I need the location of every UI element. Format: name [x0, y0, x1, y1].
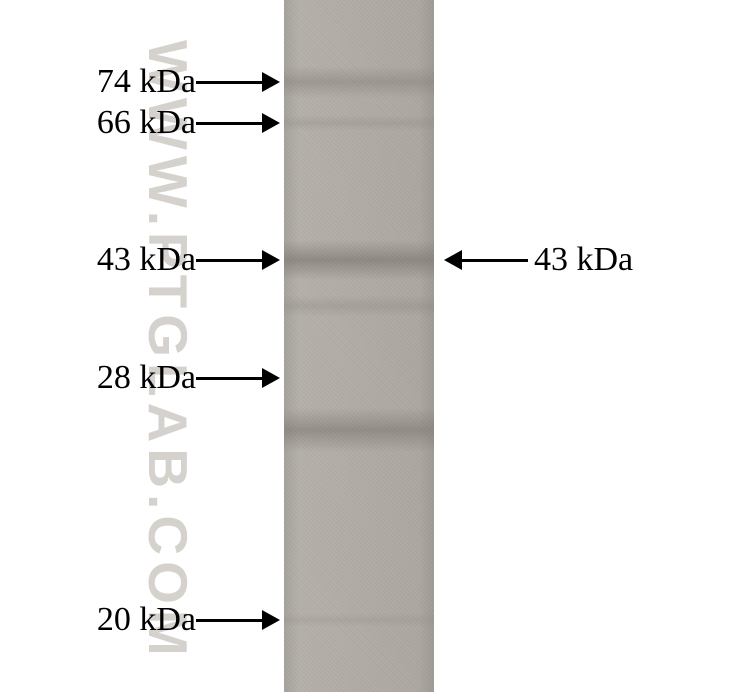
mw-marker-label: 20 kDa [0, 601, 196, 639]
mw-marker: 43 kDa [0, 240, 280, 280]
gel-band [284, 66, 434, 98]
gel-band [284, 613, 434, 627]
mw-marker-label: 43 kDa [0, 241, 196, 279]
target-band-callout: 43 kDa [444, 240, 633, 280]
gel-lane-background [284, 0, 434, 692]
arrow-right-icon [196, 610, 280, 630]
mw-marker: 74 kDa [0, 62, 280, 102]
arrow-left-icon [444, 250, 528, 270]
gel-figure: WWW.PTGLAB.COM 74 kDa66 kDa43 kDa28 kDa2… [0, 0, 740, 692]
mw-marker: 28 kDa [0, 358, 280, 398]
arrow-right-icon [196, 113, 280, 133]
arrow-right-icon [196, 250, 280, 270]
mw-marker-label: 66 kDa [0, 104, 196, 142]
mw-marker-label: 74 kDa [0, 63, 196, 101]
arrow-right-icon [196, 368, 280, 388]
gel-lane [284, 0, 434, 692]
mw-marker-label: 28 kDa [0, 359, 196, 397]
mw-marker: 66 kDa [0, 103, 280, 143]
gel-band [284, 408, 434, 452]
gel-band [284, 295, 434, 317]
gel-band [284, 240, 434, 280]
arrow-right-icon [196, 72, 280, 92]
target-band-label: 43 kDa [534, 241, 633, 279]
gel-band [284, 115, 434, 131]
mw-marker: 20 kDa [0, 600, 280, 640]
